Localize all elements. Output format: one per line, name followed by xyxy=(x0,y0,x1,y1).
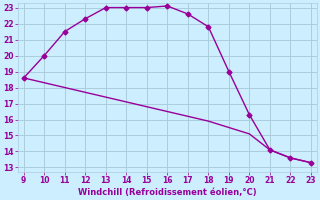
X-axis label: Windchill (Refroidissement éolien,°C): Windchill (Refroidissement éolien,°C) xyxy=(78,188,257,197)
